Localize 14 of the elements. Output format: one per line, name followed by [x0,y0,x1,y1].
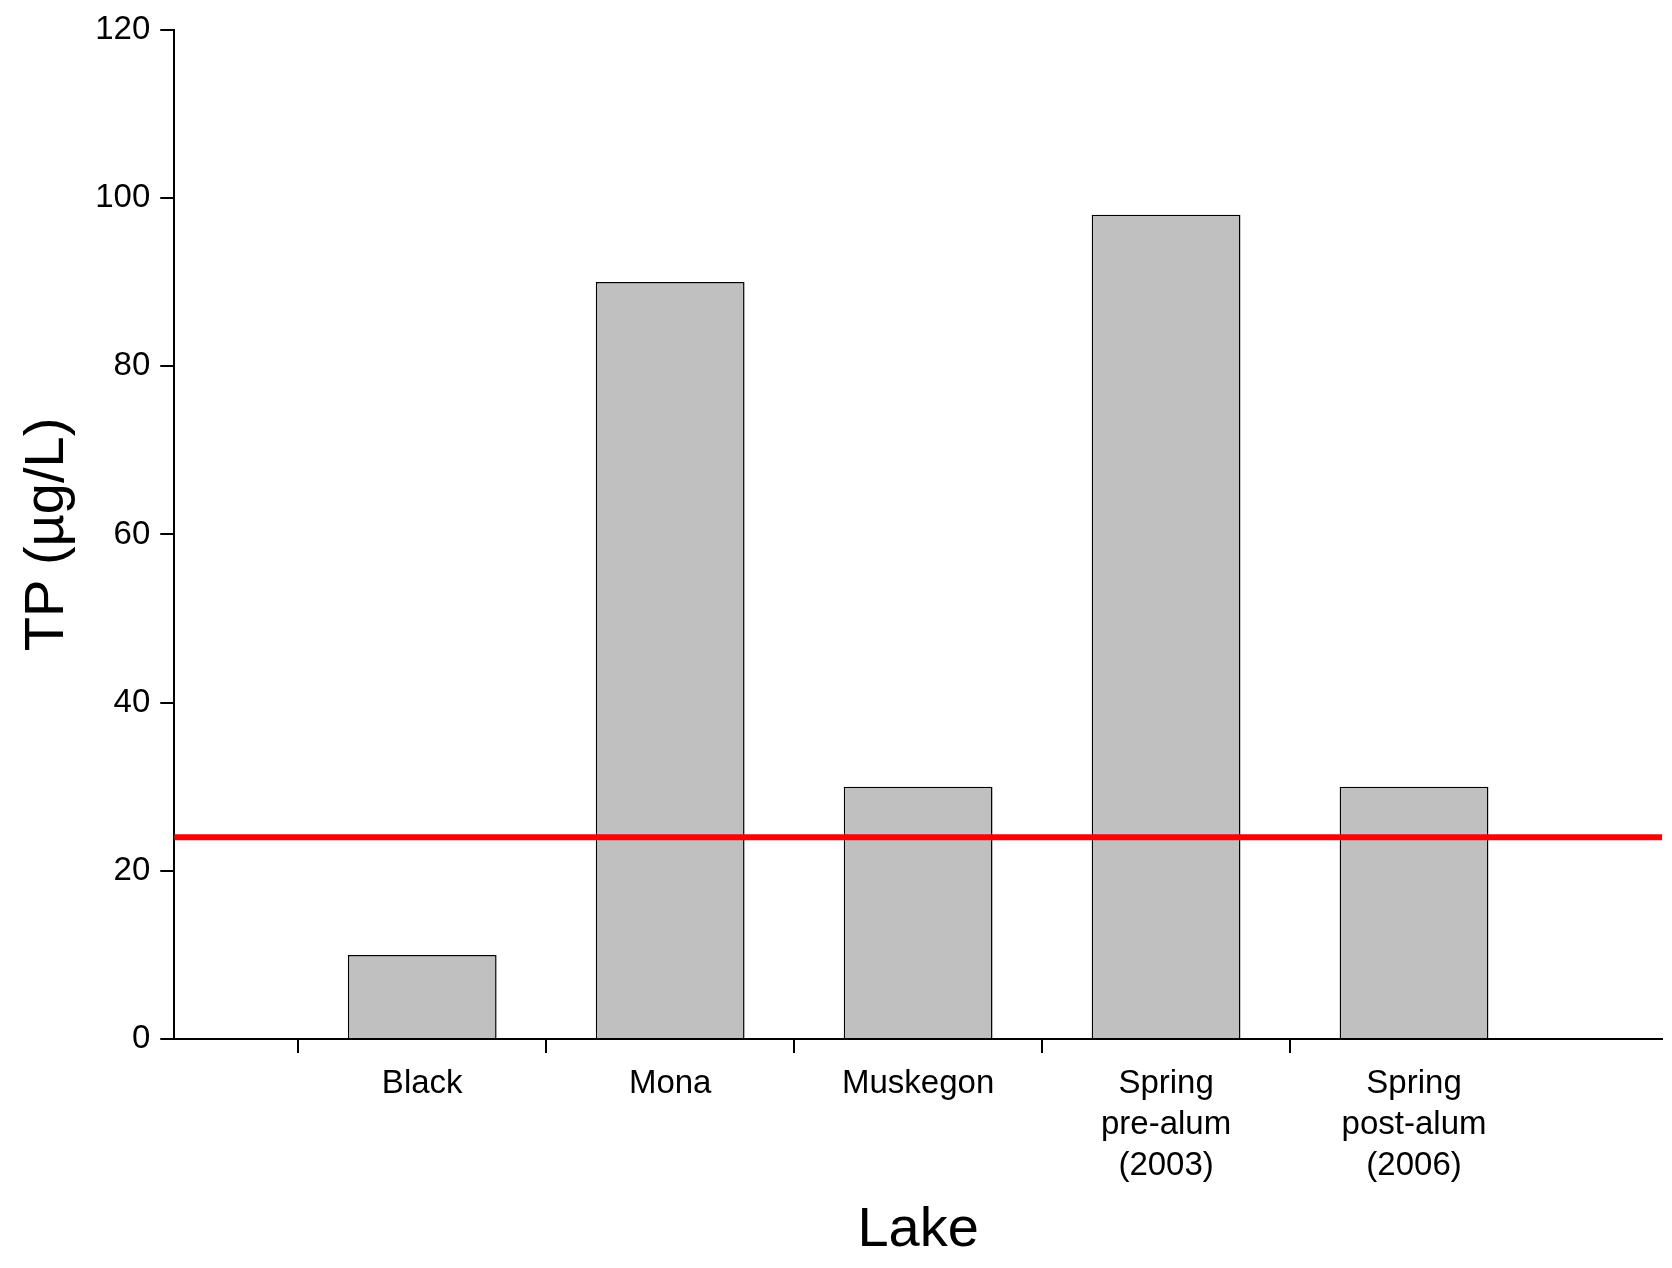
y-tick-label: 40 [113,681,151,719]
y-tick-label: 20 [113,849,151,887]
x-tick-label: Black [381,1062,464,1100]
y-tick-label: 120 [95,8,151,46]
y-tick-label: 60 [113,513,151,551]
x-tick-label: Spring post-alum (2006) [1341,1062,1487,1183]
y-tick-label: 0 [131,1018,151,1056]
x-tick-label: Muskegon [842,1062,995,1100]
y-tick-label: 100 [95,177,151,215]
y-tick-label: 80 [113,345,151,383]
x-tick-label: Mona [628,1062,713,1100]
y-axis-title: TP (µg/L) [12,417,76,652]
x-axis-title: Lake [857,1194,979,1258]
x-tick-label: Spring pre-alum (2003) [1100,1062,1232,1183]
